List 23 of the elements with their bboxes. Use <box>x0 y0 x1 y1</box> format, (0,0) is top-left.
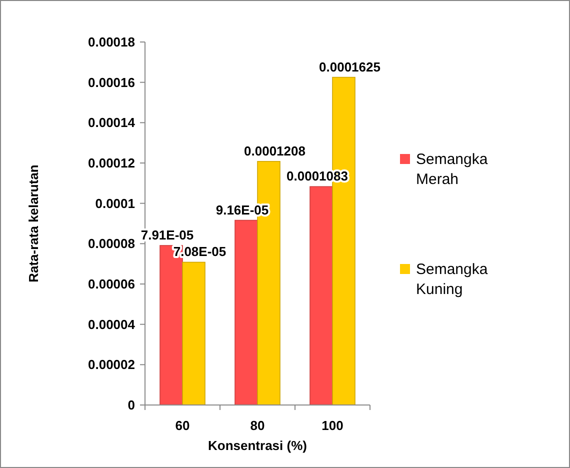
y-tick-label: 0.00008 <box>88 236 135 252</box>
y-tick-label: 0 <box>128 398 135 413</box>
bar <box>234 220 258 406</box>
data-label: 0.0001208 <box>244 143 306 158</box>
x-tick-label: 60 <box>175 418 190 433</box>
x-tick-label: 80 <box>250 418 265 433</box>
data-label: 0.0001625 <box>319 59 380 74</box>
y-tick-label: 0.00004 <box>88 316 136 332</box>
y-tick-label: 0.00012 <box>88 156 135 171</box>
y-tick-label: 0.00006 <box>88 276 135 292</box>
y-tick-label: 0.00016 <box>88 74 135 90</box>
legend-label: Semangka Kuning <box>416 261 488 298</box>
y-axis-title: Rata-rata kelarutan <box>26 164 41 282</box>
y-tick-label: 0.00002 <box>88 357 135 372</box>
y-tick-label: 0.00018 <box>88 34 135 50</box>
x-axis-title: Konsentrasi (%) <box>208 438 307 453</box>
y-tick-label: 0.0001 <box>95 196 135 211</box>
data-label: 7.91E-05 <box>140 227 194 242</box>
bar <box>310 186 333 406</box>
bar <box>182 262 206 406</box>
y-tick-label: 0.00014 <box>88 115 136 130</box>
x-tick-label: 100 <box>322 418 344 433</box>
legend-label: Semangka Merah <box>416 151 488 188</box>
